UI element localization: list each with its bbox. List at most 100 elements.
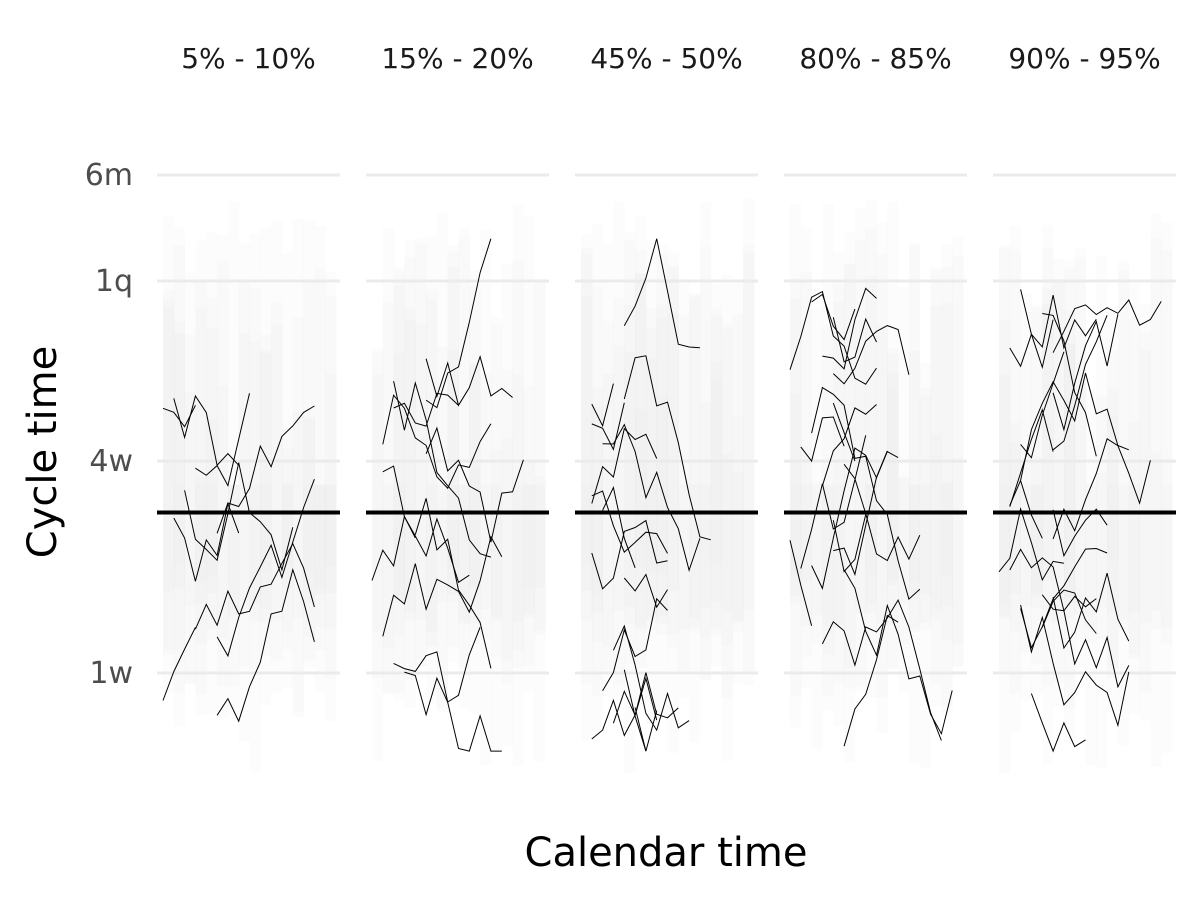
uncertainty-band xyxy=(908,244,921,764)
uncertainty-band xyxy=(512,374,524,668)
uncertainty-band xyxy=(743,244,755,672)
uncertainty-band xyxy=(195,484,207,644)
uncertainty-band xyxy=(1128,421,1141,613)
uncertainty-band xyxy=(393,353,405,598)
uncertainty-band xyxy=(260,227,272,656)
uncertainty-band xyxy=(195,476,207,604)
uncertainty-band xyxy=(678,278,690,672)
series-line xyxy=(1030,693,1086,753)
uncertainty-band xyxy=(490,324,503,621)
uncertainty-band xyxy=(1031,484,1043,664)
uncertainty-band xyxy=(656,397,668,624)
uncertainty-band xyxy=(1107,388,1119,679)
uncertainty-band xyxy=(512,204,524,766)
uncertainty-band xyxy=(790,204,802,728)
uncertainty-band xyxy=(260,350,272,610)
uncertainty-band xyxy=(581,254,593,621)
uncertainty-band xyxy=(303,484,315,603)
uncertainty-band xyxy=(523,216,535,692)
uncertainty-band xyxy=(1063,343,1076,619)
series-line xyxy=(602,597,668,691)
uncertainty-band xyxy=(591,484,604,642)
uncertainty-band xyxy=(1128,283,1141,714)
uncertainty-band xyxy=(415,238,427,667)
uncertainty-band xyxy=(1042,225,1054,687)
series-line xyxy=(1020,351,1065,459)
uncertainty-band xyxy=(281,448,294,633)
uncertainty-band xyxy=(1161,250,1173,629)
uncertainty-band xyxy=(1117,270,1130,746)
uncertainty-band xyxy=(372,351,384,632)
uncertainty-band xyxy=(1053,278,1065,624)
uncertainty-band xyxy=(908,242,921,632)
uncertainty-band xyxy=(656,305,668,575)
uncertainty-band xyxy=(721,323,733,761)
uncertainty-band xyxy=(426,299,438,649)
uncertainty-band xyxy=(1107,484,1119,561)
uncertainty-band xyxy=(721,453,733,699)
uncertainty-band xyxy=(887,347,899,668)
uncertainty-band xyxy=(1042,288,1054,622)
uncertainty-band xyxy=(591,406,604,696)
uncertainty-band xyxy=(645,358,658,631)
series-line xyxy=(1009,408,1054,507)
uncertainty-band xyxy=(534,476,546,635)
uncertainty-band xyxy=(292,411,305,618)
uncertainty-band xyxy=(469,469,481,633)
uncertainty-band xyxy=(710,284,723,629)
uncertainty-band xyxy=(919,362,932,769)
uncertainty-band xyxy=(523,484,535,587)
uncertainty-band xyxy=(184,391,196,606)
uncertainty-band xyxy=(523,385,535,667)
uncertainty-band xyxy=(490,317,503,751)
uncertainty-band xyxy=(887,354,899,586)
uncertainty-band xyxy=(1085,387,1097,766)
uncertainty-band xyxy=(876,254,888,734)
uncertainty-band xyxy=(624,231,636,774)
uncertainty-band xyxy=(635,272,647,710)
series-line xyxy=(832,514,867,573)
series-line xyxy=(602,423,701,573)
series-line xyxy=(832,317,877,363)
uncertainty-band xyxy=(393,484,405,601)
uncertainty-band xyxy=(930,435,942,610)
uncertainty-band xyxy=(710,308,723,564)
uncertainty-band xyxy=(941,481,953,641)
series-line xyxy=(821,404,877,486)
uncertainty-band xyxy=(811,481,823,644)
series-line xyxy=(382,394,492,490)
uncertainty-band xyxy=(941,266,953,707)
uncertainty-band xyxy=(1150,213,1162,767)
series-line xyxy=(612,624,690,732)
uncertainty-band xyxy=(591,388,604,595)
series-line xyxy=(382,465,470,584)
uncertainty-band xyxy=(523,484,535,618)
uncertainty-band xyxy=(480,373,492,609)
uncertainty-band xyxy=(678,315,690,699)
series-line xyxy=(623,573,668,609)
uncertainty-band xyxy=(426,235,438,704)
uncertainty-band xyxy=(678,484,690,630)
uncertainty-band xyxy=(908,351,921,600)
uncertainty-band xyxy=(325,272,337,594)
series-line xyxy=(591,490,668,554)
series-line xyxy=(832,402,856,462)
uncertainty-band xyxy=(163,215,175,651)
uncertainty-band xyxy=(624,240,636,607)
uncertainty-band xyxy=(173,227,186,726)
uncertainty-band xyxy=(941,302,953,606)
uncertainty-band xyxy=(822,204,834,696)
uncertainty-band xyxy=(667,313,679,591)
uncertainty-band xyxy=(1161,484,1173,645)
uncertainty-band xyxy=(404,308,416,620)
uncertainty-band xyxy=(227,484,240,687)
panel-label: 45% - 50% xyxy=(590,42,742,75)
uncertainty-band xyxy=(732,314,744,684)
uncertainty-band xyxy=(1117,484,1130,633)
uncertainty-band xyxy=(645,308,658,619)
uncertainty-band xyxy=(426,484,438,632)
uncertainty-band xyxy=(898,475,910,645)
uncertainty-band xyxy=(501,369,514,747)
uncertainty-band xyxy=(624,352,636,665)
uncertainty-band xyxy=(952,457,964,644)
